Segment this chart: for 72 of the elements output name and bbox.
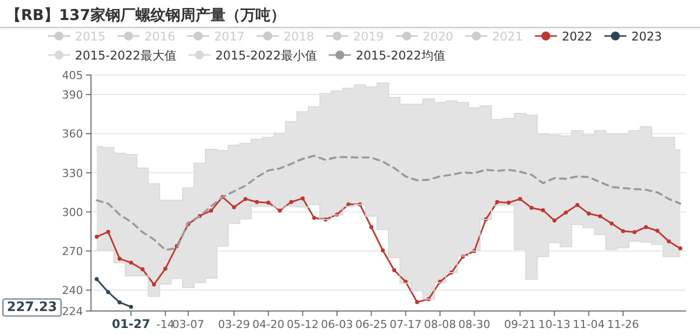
point <box>163 266 168 271</box>
point <box>232 205 236 210</box>
point <box>575 202 580 207</box>
point <box>415 300 420 304</box>
x-tick-label: 10-13 <box>538 318 570 331</box>
legend-label: 2022 <box>562 30 592 44</box>
point <box>243 197 248 201</box>
y-tick-label: 390 <box>62 88 83 102</box>
point <box>552 218 556 223</box>
legend-label: 2015-2022最小值 <box>215 48 317 62</box>
point <box>106 290 110 294</box>
x-tick-label: 03-29 <box>218 318 250 331</box>
point <box>289 200 294 204</box>
legend-label: 2015-2022均值 <box>356 48 446 62</box>
point <box>540 208 545 212</box>
point <box>209 208 214 213</box>
point <box>140 267 144 272</box>
x-tick-label: 01-27 <box>112 317 150 331</box>
point <box>312 216 316 220</box>
text: 227.23 <box>6 300 58 315</box>
x-tick-label: 08-08 <box>424 318 456 331</box>
point <box>530 206 534 210</box>
point <box>118 300 122 304</box>
point <box>94 277 99 282</box>
point <box>518 197 522 201</box>
point <box>506 200 511 205</box>
y-tick-label: 300 <box>62 206 83 219</box>
point <box>621 229 626 234</box>
x-tick-label: 07-17 <box>390 318 422 331</box>
point <box>300 196 305 200</box>
legend-label: 2023 <box>631 30 662 44</box>
chart-title: 【RB】137家钢厂螺纹钢周产量（万吨） <box>6 6 286 24</box>
point <box>129 304 134 309</box>
point <box>266 200 270 205</box>
x-tick-label: 05-12 <box>286 318 319 331</box>
y-tick-label: 330 <box>62 166 83 180</box>
point <box>610 222 614 226</box>
x-tick-label: 06-25 <box>355 318 388 331</box>
point <box>655 228 660 233</box>
point <box>632 230 637 234</box>
point <box>152 282 156 287</box>
point <box>598 214 602 218</box>
x-tick-label: -14 <box>156 318 174 331</box>
point <box>129 260 134 265</box>
point <box>346 202 350 206</box>
x-tick-label: 09-21 <box>504 318 536 331</box>
point <box>380 248 385 252</box>
x-tick-label: 04-20 <box>252 318 284 331</box>
x-tick-label: 11-26 <box>607 318 640 331</box>
y-tick-label: 270 <box>62 245 83 258</box>
point <box>278 208 282 213</box>
y-tick-label: 224 <box>62 305 83 318</box>
point <box>392 268 396 272</box>
x-tick-label: 08-30 <box>458 318 490 331</box>
point <box>495 200 500 204</box>
point <box>118 256 122 261</box>
point <box>564 210 568 215</box>
y-tick-label: 240 <box>62 284 83 298</box>
point <box>106 230 110 234</box>
x-tick-label: 11-04 <box>572 318 605 331</box>
y-tick-label: 405 <box>62 69 83 82</box>
y-tick-label: 360 <box>62 128 83 141</box>
point <box>666 239 671 244</box>
point <box>644 225 648 230</box>
x-tick-label: 03-07 <box>172 318 204 331</box>
point <box>94 234 99 239</box>
point <box>369 225 374 230</box>
point <box>254 200 259 204</box>
x-tick-label: 06-03 <box>321 318 353 331</box>
point <box>678 246 682 250</box>
legend-label: 2015-2022最大值 <box>75 48 176 62</box>
point <box>586 212 591 216</box>
